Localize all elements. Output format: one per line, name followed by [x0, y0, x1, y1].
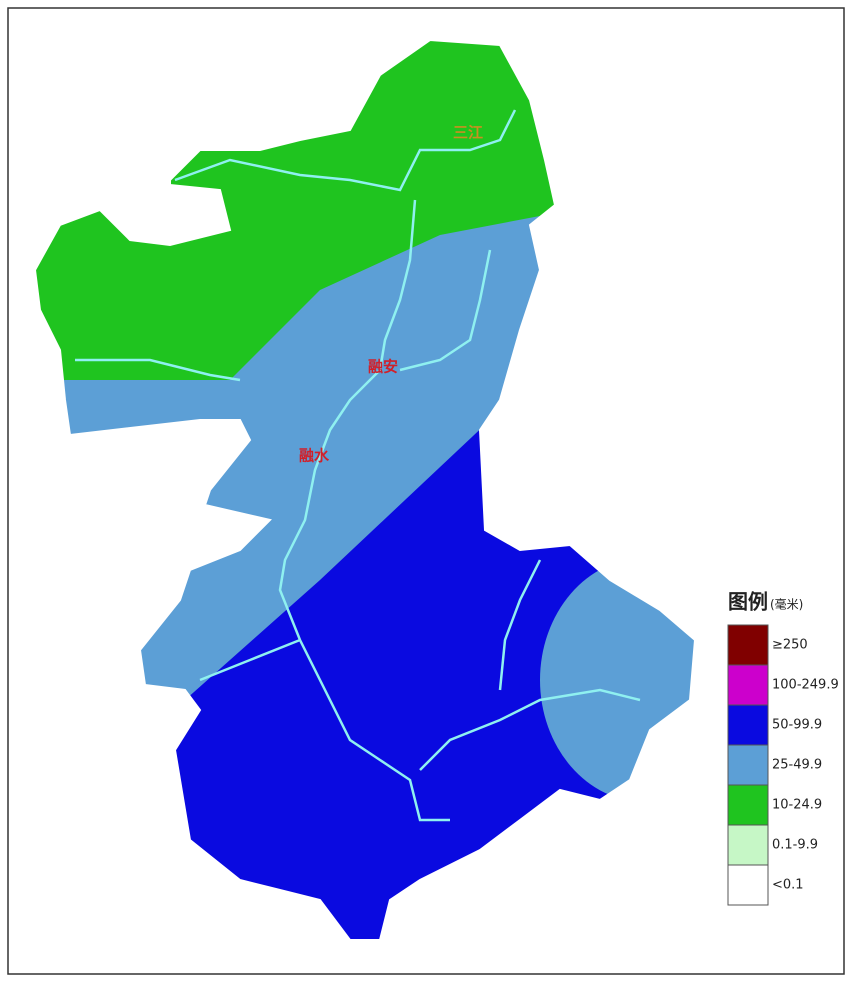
place-label: 融水 [299, 447, 330, 465]
legend-swatch [727, 784, 769, 826]
legend-label: <0.1 [772, 878, 804, 893]
legend-swatch [727, 824, 769, 866]
legend-label: 50-99.9 [772, 718, 822, 733]
legend-title: 图例 [728, 590, 768, 614]
place-label: 融安 [368, 358, 398, 376]
legend-swatch [727, 704, 769, 746]
legend-swatch [727, 664, 769, 706]
legend-swatch [727, 864, 769, 906]
legend-label: 10-24.9 [772, 798, 822, 813]
region-border [33, 38, 697, 941]
rivers [75, 109, 641, 822]
zone-25-49 [540, 558, 695, 802]
legend: ≥250 100-249.9 50-99.9 25-49.9 10-24.9 0.1-9.… [727, 624, 839, 906]
legend-label: ≥250 [772, 638, 808, 653]
place-label: 三江 [453, 124, 483, 142]
legend-swatch [727, 744, 769, 786]
legend-label: 25-49.9 [772, 758, 822, 773]
legend-swatch [727, 624, 769, 666]
legend-label: 100-249.9 [772, 678, 839, 693]
legend-unit: (毫米) [770, 597, 803, 612]
legend-label: 0.1-9.9 [772, 838, 818, 853]
